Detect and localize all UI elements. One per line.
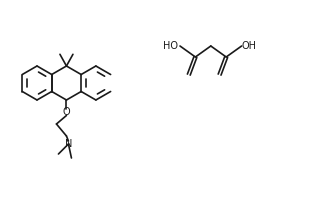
- Text: HO: HO: [163, 41, 178, 51]
- Text: N: N: [65, 139, 72, 149]
- Text: O: O: [63, 107, 70, 117]
- Text: OH: OH: [242, 41, 256, 51]
